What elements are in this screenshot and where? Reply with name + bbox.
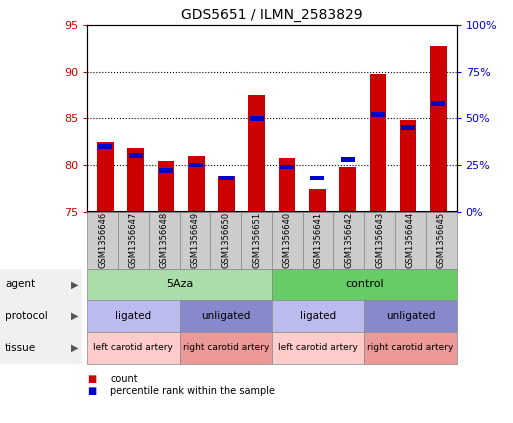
Text: 5Aza: 5Aza xyxy=(166,280,193,289)
Bar xyxy=(157,161,174,212)
Bar xyxy=(369,74,386,212)
Text: protocol: protocol xyxy=(5,311,48,321)
Bar xyxy=(309,189,326,212)
Text: ▶: ▶ xyxy=(71,343,78,353)
Text: GSM1356645: GSM1356645 xyxy=(437,212,446,268)
Text: GSM1356642: GSM1356642 xyxy=(344,212,353,268)
Text: GSM1356651: GSM1356651 xyxy=(252,212,261,268)
Text: GSM1356644: GSM1356644 xyxy=(406,212,415,268)
Bar xyxy=(189,163,203,168)
Text: GSM1356649: GSM1356649 xyxy=(190,212,200,268)
Bar xyxy=(127,148,144,212)
Title: GDS5651 / ILMN_2583829: GDS5651 / ILMN_2583829 xyxy=(181,8,363,22)
Text: ligated: ligated xyxy=(115,311,151,321)
Bar xyxy=(129,154,143,158)
Text: ▶: ▶ xyxy=(71,280,78,289)
Text: left carotid artery: left carotid artery xyxy=(278,343,358,352)
Text: tissue: tissue xyxy=(5,343,36,353)
Text: ligated: ligated xyxy=(300,311,336,321)
Bar xyxy=(248,95,265,212)
Text: ■: ■ xyxy=(87,386,96,396)
Bar xyxy=(218,176,235,212)
Text: GSM1356646: GSM1356646 xyxy=(98,212,107,268)
Bar xyxy=(341,157,354,162)
Text: right carotid artery: right carotid artery xyxy=(367,343,453,352)
Bar xyxy=(310,176,324,180)
Bar xyxy=(280,165,294,169)
Text: ■: ■ xyxy=(87,374,96,384)
Text: unligated: unligated xyxy=(386,311,435,321)
Text: left carotid artery: left carotid artery xyxy=(93,343,173,352)
Bar xyxy=(400,120,417,212)
Bar xyxy=(250,116,264,121)
Text: GSM1356640: GSM1356640 xyxy=(283,212,292,268)
Bar xyxy=(431,101,445,106)
Bar xyxy=(279,157,295,212)
Bar xyxy=(430,46,447,212)
Text: unligated: unligated xyxy=(201,311,250,321)
Text: GSM1356647: GSM1356647 xyxy=(129,212,138,268)
Text: percentile rank within the sample: percentile rank within the sample xyxy=(110,386,275,396)
Text: GSM1356648: GSM1356648 xyxy=(160,212,169,268)
Bar xyxy=(220,176,233,180)
Bar xyxy=(371,113,385,117)
Bar xyxy=(98,144,112,149)
Text: control: control xyxy=(345,280,384,289)
Text: GSM1356643: GSM1356643 xyxy=(375,212,384,268)
Text: GSM1356641: GSM1356641 xyxy=(313,212,323,268)
Bar xyxy=(339,167,356,212)
Text: ▶: ▶ xyxy=(71,311,78,321)
Text: right carotid artery: right carotid artery xyxy=(183,343,269,352)
Bar xyxy=(401,126,415,130)
Text: GSM1356650: GSM1356650 xyxy=(221,212,230,268)
Bar xyxy=(159,168,173,173)
Bar xyxy=(188,156,205,212)
Text: agent: agent xyxy=(5,280,35,289)
Text: count: count xyxy=(110,374,138,384)
Bar xyxy=(97,142,114,212)
